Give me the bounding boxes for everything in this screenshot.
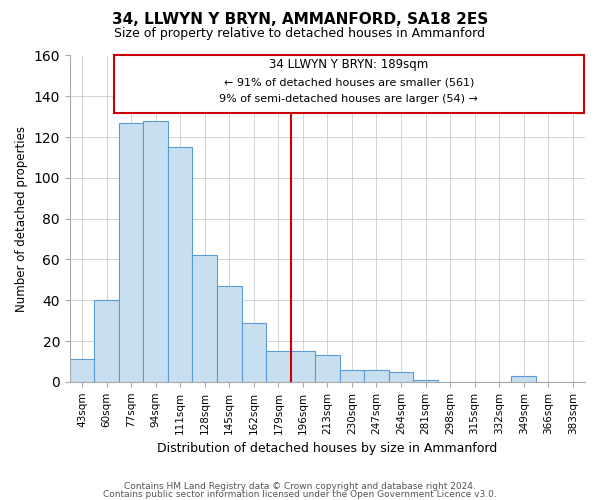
Bar [511,376,536,382]
Bar [143,121,168,382]
Bar [119,123,143,382]
FancyBboxPatch shape [114,56,584,112]
Text: 34, LLWYN Y BRYN, AMMANFORD, SA18 2ES: 34, LLWYN Y BRYN, AMMANFORD, SA18 2ES [112,12,488,28]
Y-axis label: Number of detached properties: Number of detached properties [15,126,28,312]
Bar [364,370,389,382]
X-axis label: Distribution of detached houses by size in Ammanford: Distribution of detached houses by size … [157,442,497,455]
Text: 34 LLWYN Y BRYN: 189sqm: 34 LLWYN Y BRYN: 189sqm [269,58,428,71]
Bar [242,322,266,382]
Bar [168,148,193,382]
Bar [315,356,340,382]
Bar [389,372,413,382]
Bar [266,351,290,382]
Text: ← 91% of detached houses are smaller (561): ← 91% of detached houses are smaller (56… [224,77,474,87]
Bar [70,360,94,382]
Text: Contains public sector information licensed under the Open Government Licence v3: Contains public sector information licen… [103,490,497,499]
Bar [290,351,315,382]
Bar [413,380,438,382]
Text: 9% of semi-detached houses are larger (54) →: 9% of semi-detached houses are larger (5… [220,94,478,104]
Text: Size of property relative to detached houses in Ammanford: Size of property relative to detached ho… [115,28,485,40]
Bar [193,256,217,382]
Bar [94,300,119,382]
Bar [217,286,242,382]
Bar [340,370,364,382]
Text: Contains HM Land Registry data © Crown copyright and database right 2024.: Contains HM Land Registry data © Crown c… [124,482,476,491]
